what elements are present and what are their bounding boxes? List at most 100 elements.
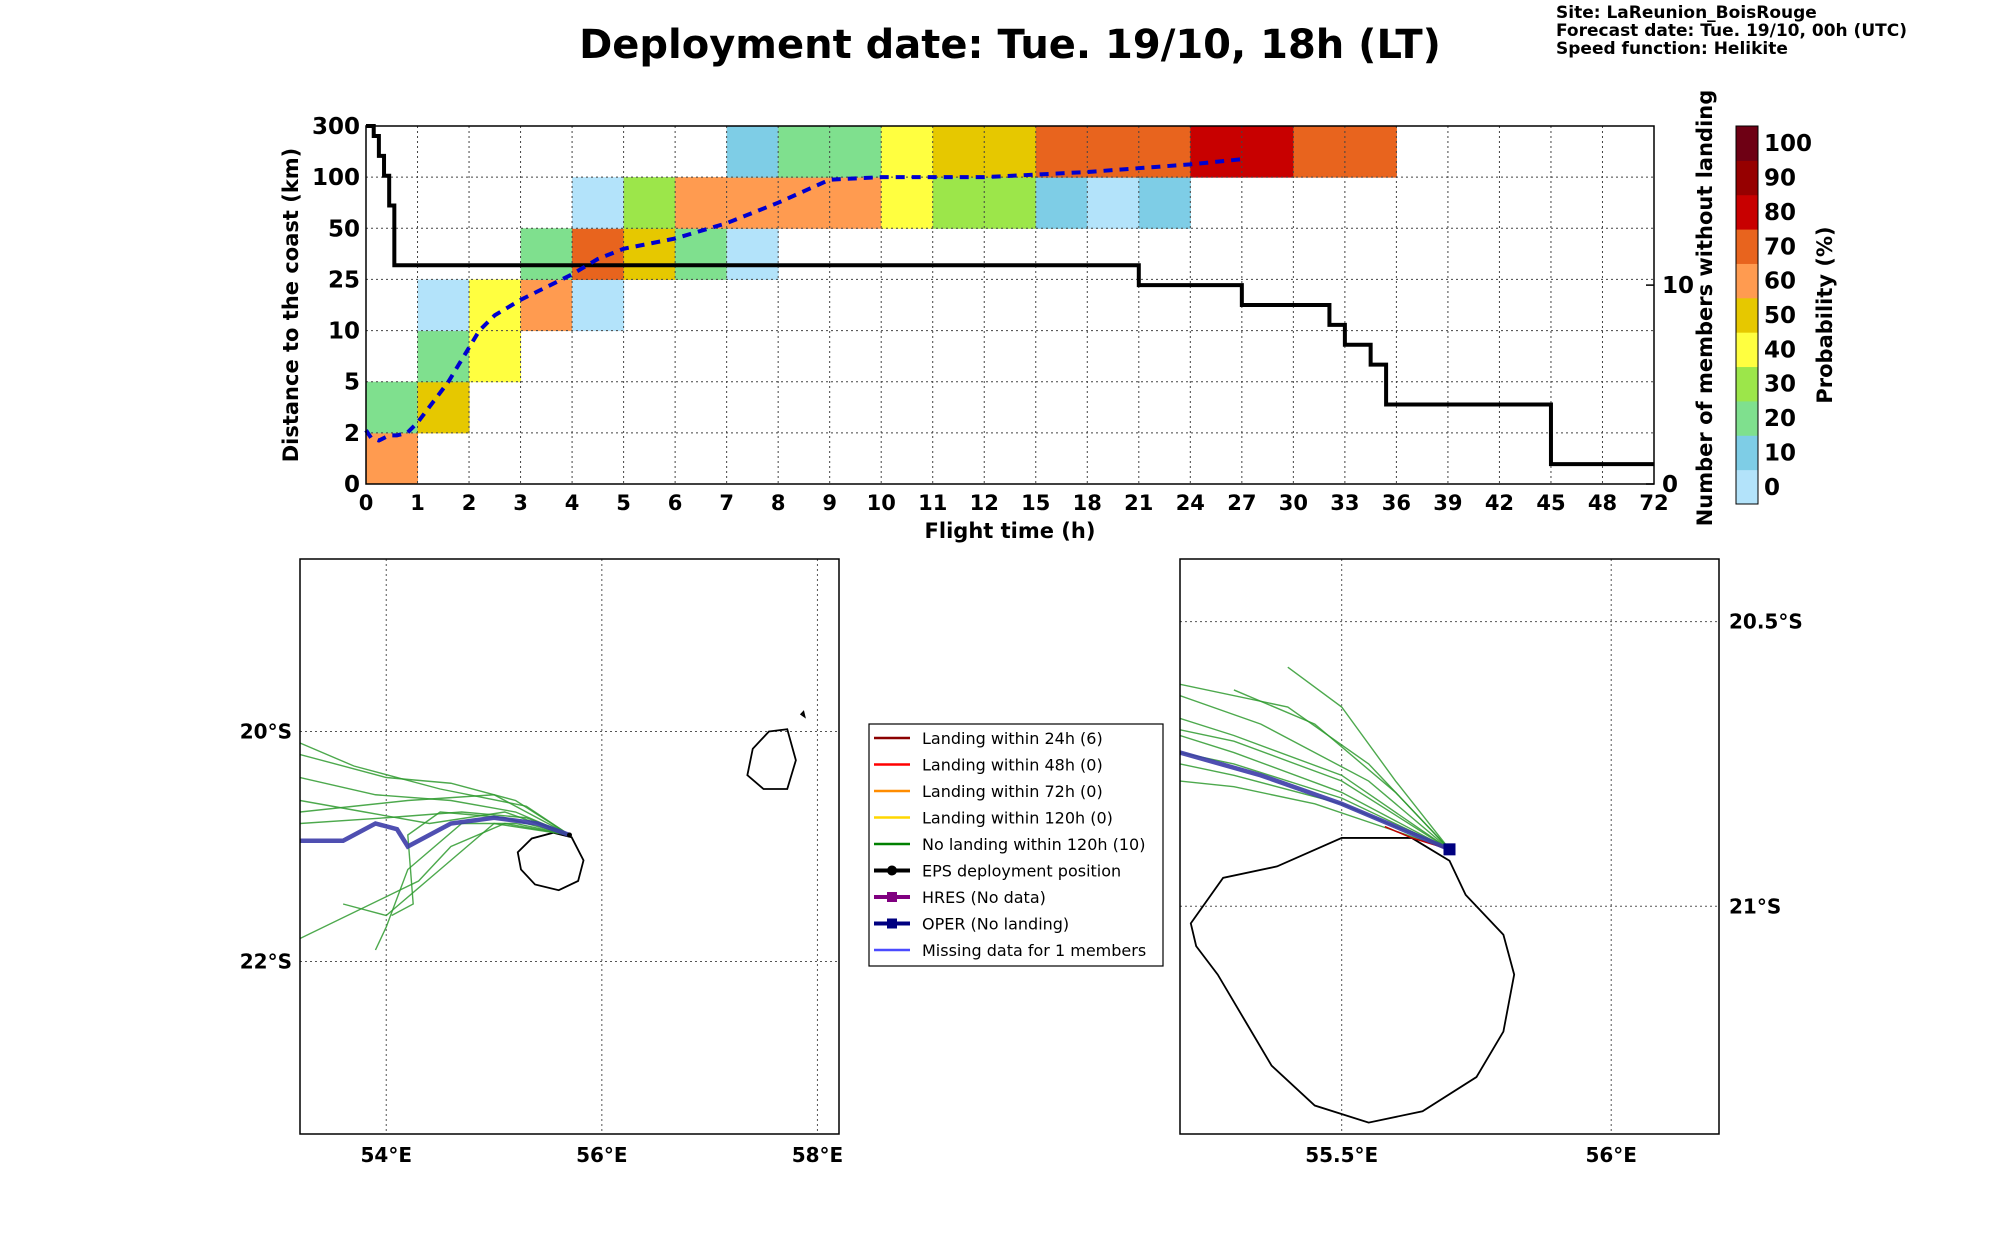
x-tick-label: 33 [1330, 491, 1359, 515]
colorbar-block [1736, 367, 1758, 402]
heatmap-cell [881, 177, 933, 229]
legend-marker [887, 919, 897, 929]
x-tick-label: 2 [462, 491, 477, 515]
member-track [1180, 684, 1450, 849]
speed-info: Speed function: Helikite [1556, 39, 1788, 59]
legend-label: OPER (No landing) [922, 915, 1069, 934]
y-tick-label: 100 [312, 165, 360, 191]
member-track [1180, 753, 1450, 850]
figure-title: Deployment date: Tue. 19/10, 18h (LT) [579, 22, 1441, 68]
colorbar-block [1736, 160, 1758, 195]
right-tick-label: 10 [1662, 273, 1694, 299]
x-tick-label: 24 [1176, 491, 1205, 515]
heatmap-cell [1139, 126, 1191, 178]
x-tick-label: 42 [1485, 491, 1514, 515]
x-tick-label: 4 [565, 491, 580, 515]
x-tick-label: 1 [410, 491, 425, 515]
map-x-tick-label: 54°E [360, 1143, 412, 1167]
legend-label: HRES (No data) [922, 888, 1046, 907]
x-tick-label: 36 [1382, 491, 1411, 515]
colorbar-tick-label: 80 [1764, 200, 1796, 226]
heatmap-cell [830, 126, 882, 178]
map-x-tick-label: 56°E [1585, 1143, 1637, 1167]
x-tick-label: 5 [616, 491, 631, 515]
heatmap-cell [727, 126, 779, 178]
colorbar-tick-labels: 0102030405060708090100 [1764, 131, 1812, 501]
legend-label: No landing within 120h (10) [922, 835, 1145, 854]
heatmap-cell [984, 177, 1036, 229]
probability-heatmap: 0123456789101112151821242730333639424548… [279, 90, 1717, 543]
heatmap-cell [933, 126, 985, 178]
heatmap-cell [1139, 177, 1191, 229]
y-tick-label: 10 [328, 319, 360, 345]
x-tick-label: 27 [1227, 491, 1256, 515]
colorbar-block [1736, 298, 1758, 333]
colorbar-tick-label: 40 [1764, 337, 1796, 363]
legend-marker [887, 866, 897, 876]
heatmap-cell [1242, 126, 1294, 178]
colorbar-label: Probability (%) [1813, 226, 1837, 403]
forecast-info: Forecast date: Tue. 19/10, 00h (UTC) [1556, 21, 1907, 41]
x-tick-label: 45 [1536, 491, 1565, 515]
x-tick-label: 21 [1124, 491, 1153, 515]
x-tick-label: 12 [970, 491, 999, 515]
y-tick-label: 300 [312, 114, 360, 140]
deployment-marker [1444, 843, 1456, 855]
heatmap-cell [1036, 177, 1088, 229]
x-tick-label: 8 [771, 491, 786, 515]
heatmap-cell [624, 177, 676, 229]
heatmap-cell [572, 279, 624, 331]
reunion-coastline [518, 833, 584, 891]
right-axis-label: Number of members without landing [1693, 90, 1717, 527]
colorbar-tick-label: 20 [1764, 406, 1796, 432]
colorbar-tick-label: 90 [1764, 166, 1796, 192]
x-tick-label: 18 [1073, 491, 1102, 515]
colorbar-tick-label: 10 [1764, 440, 1796, 466]
y-tick-label: 50 [328, 216, 360, 242]
heatmap-cell [830, 177, 882, 229]
oper-track [1180, 753, 1450, 850]
heatmap-cell [1293, 126, 1345, 178]
x-tick-labels: 0123456789101112151821242730333639424548… [359, 491, 1669, 515]
site-info: Site: LaReunion_BoisRouge [1556, 3, 1817, 23]
map-x-tick-label: 58°E [792, 1143, 844, 1167]
legend-label: Landing within 72h (0) [922, 782, 1103, 801]
heatmap-cell [1036, 126, 1088, 178]
heatmap-cell [572, 228, 624, 280]
heatmap-cell [675, 177, 727, 229]
x-tick-label: 10 [867, 491, 896, 515]
y-tick-labels: 025102550100300 [312, 114, 360, 498]
legend-label: Landing within 48h (0) [922, 756, 1103, 775]
colorbar-block [1736, 263, 1758, 298]
heatmap-cell [366, 382, 418, 434]
heatmap-cell [366, 433, 418, 485]
colorbar-tick-label: 50 [1764, 303, 1796, 329]
heatmap-cell [624, 228, 676, 280]
colorbar-tick-label: 0 [1764, 475, 1780, 501]
regional-map-tick-labels: 54°E56°E58°E20°S22°S [240, 720, 843, 1168]
x-tick-label: 15 [1021, 491, 1050, 515]
zoom-map: 55.5°E56°E20.5°S21°S [1180, 559, 1803, 1167]
legend-label: Landing within 24h (6) [922, 729, 1103, 748]
map-y-tick-label: 21°S [1729, 894, 1781, 918]
map-y-tick-label: 20.5°S [1729, 610, 1803, 634]
heatmap-cell [1190, 126, 1242, 178]
y-axis-label: Distance to the coast (km) [279, 148, 303, 463]
zoom-map-tick-labels: 55.5°E56°E20.5°S21°S [1305, 610, 1803, 1167]
right-tick-label: 0 [1662, 472, 1678, 498]
heatmap-cell [881, 126, 933, 178]
x-tick-label: 48 [1588, 491, 1617, 515]
colorbar-block [1736, 126, 1758, 161]
x-tick-label: 7 [719, 491, 734, 515]
heatmap-cell [418, 279, 470, 331]
regional-map-content [300, 559, 839, 1134]
heatmap-cell [727, 228, 779, 280]
mauritius-coastline [747, 729, 796, 789]
x-tick-label: 3 [513, 491, 528, 515]
legend-label: Missing data for 1 members [922, 941, 1146, 960]
x-tick-label: 30 [1279, 491, 1308, 515]
heatmap-cell [1345, 126, 1397, 178]
map-x-tick-label: 56°E [576, 1143, 628, 1167]
heatmap-cell [521, 228, 573, 280]
legend-marker [887, 892, 897, 902]
